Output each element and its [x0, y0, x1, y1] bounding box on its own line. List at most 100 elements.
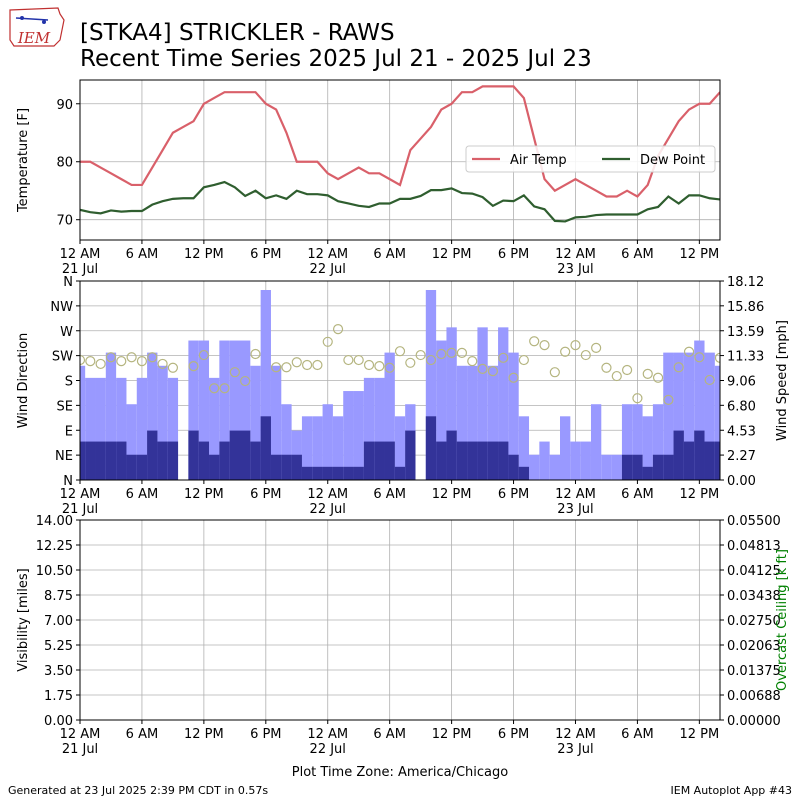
point: [291, 357, 302, 368]
y-tick-label: SW: [52, 350, 73, 365]
y-tick-label: 8.75: [44, 589, 73, 604]
bar: [147, 430, 158, 480]
y2-tick-label: 2.27: [727, 449, 756, 464]
bar: [704, 441, 715, 480]
x-date-label: 23 Jul: [557, 742, 593, 757]
y-tick-label: E: [65, 424, 73, 439]
footer-right: IEM Autoplot App #43: [671, 784, 793, 797]
bar: [374, 377, 385, 480]
y2-tick-label: 0.03438: [727, 589, 781, 604]
point: [80, 354, 86, 366]
title-line-1: [STKA4] STRICKLER - RAWS: [80, 20, 395, 46]
bar: [384, 441, 395, 480]
plot-frame: [79, 79, 721, 241]
y-tick-label: 70: [56, 214, 73, 229]
point: [353, 354, 364, 366]
y2-tick-label: 13.59: [727, 325, 764, 340]
bar: [673, 430, 684, 480]
x-tick-label: 12 PM: [184, 247, 224, 262]
x-tick-label: 12 AM: [307, 247, 348, 262]
bar: [95, 441, 106, 480]
bar: [136, 377, 148, 480]
point: [188, 361, 199, 372]
bar: [374, 441, 385, 480]
plot-frame: [79, 280, 721, 481]
bar: [363, 441, 375, 480]
bar: [353, 466, 364, 480]
bar: [394, 466, 406, 480]
bar: [652, 454, 664, 480]
bar: [85, 377, 96, 480]
point: [601, 362, 612, 373]
point: [508, 372, 519, 383]
bar: [580, 441, 591, 480]
y-tick-label: 14.00: [36, 514, 73, 529]
point: [487, 366, 499, 377]
y-tick-label: 80: [56, 156, 73, 171]
point: [621, 364, 633, 376]
y-tick-label: S: [65, 375, 73, 390]
point: [570, 340, 581, 351]
bar: [632, 404, 643, 480]
bar: [80, 441, 86, 480]
y-tick-label: 5.25: [44, 639, 73, 654]
point: [642, 368, 653, 379]
bar: [590, 404, 602, 480]
y-tick-label: W: [60, 325, 73, 340]
bar: [126, 404, 137, 480]
bar: [95, 377, 106, 480]
point: [549, 367, 560, 378]
point: [343, 354, 354, 366]
y2-axis-label: Overcast Ceiling [k ft]: [775, 549, 790, 691]
bar: [229, 430, 240, 480]
x-tick-label: 6 PM: [498, 727, 529, 742]
bar: [477, 441, 488, 480]
point: [591, 342, 602, 353]
y-tick-label: 12.25: [36, 539, 73, 554]
x-date-label: 21 Jul: [62, 502, 98, 517]
bar: [301, 466, 313, 480]
logo: IEM: [9, 7, 65, 47]
y2-tick-label: 0.04813: [727, 539, 781, 554]
bar: [642, 416, 653, 480]
y2-tick-label: 0.04125: [727, 564, 781, 579]
x-tick-label: 6 PM: [498, 247, 529, 262]
x-tick-label: 12 PM: [432, 247, 472, 262]
point: [704, 374, 715, 386]
x-tick-label: 12 PM: [679, 247, 719, 262]
y2-tick-label: 9.06: [727, 375, 756, 390]
point: [498, 352, 509, 363]
x-date-label: 23 Jul: [557, 262, 593, 277]
y-tick-label: 1.75: [44, 689, 73, 704]
point: [673, 362, 684, 373]
x-tick-label: 12 AM: [60, 247, 101, 262]
x-date-label: 22 Jul: [310, 262, 346, 277]
bar: [560, 416, 571, 480]
bar: [487, 441, 499, 480]
bar: [157, 365, 168, 480]
bar: [467, 365, 478, 480]
bar: [260, 416, 271, 480]
y2-tick-label: 0.02063: [727, 639, 781, 654]
bar: [80, 365, 86, 480]
point: [518, 354, 529, 366]
title-line-2: Recent Time Series 2025 Jul 21 - 2025 Ju…: [80, 46, 592, 72]
point: [136, 356, 148, 367]
bar: [663, 454, 674, 480]
point: [477, 363, 488, 374]
bar: [694, 340, 705, 480]
x-tick-label: 6 AM: [621, 727, 654, 742]
bar: [621, 454, 633, 480]
y-axis-label: Temperature [F]: [16, 108, 31, 213]
y-tick-label: NW: [50, 300, 73, 315]
bar: [260, 290, 271, 480]
bar: [188, 430, 199, 480]
bar: [126, 454, 137, 480]
point: [198, 349, 209, 361]
y-tick-label: 10.50: [36, 564, 73, 579]
bar: [663, 352, 674, 480]
bar: [549, 454, 560, 480]
y-tick-label: N: [63, 275, 73, 290]
bar: [116, 377, 127, 480]
